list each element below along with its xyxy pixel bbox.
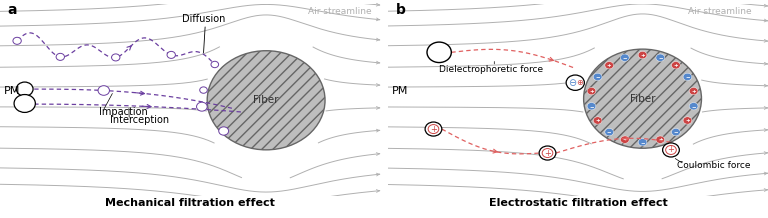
Circle shape <box>539 146 556 160</box>
Text: +: + <box>595 118 600 123</box>
Circle shape <box>656 136 664 143</box>
Circle shape <box>197 102 207 111</box>
Circle shape <box>56 53 65 60</box>
Text: +: + <box>667 145 674 155</box>
Circle shape <box>207 51 325 150</box>
Text: −: − <box>595 74 600 79</box>
Text: Air streamline: Air streamline <box>308 7 372 16</box>
Text: −: − <box>658 55 663 60</box>
Circle shape <box>656 54 664 61</box>
Text: −: − <box>674 129 678 135</box>
Text: Fiber: Fiber <box>630 94 655 104</box>
Circle shape <box>683 117 692 124</box>
Circle shape <box>689 87 698 95</box>
Text: PM: PM <box>4 86 20 96</box>
Text: Impaction: Impaction <box>99 107 147 117</box>
Circle shape <box>683 73 692 81</box>
Circle shape <box>425 122 442 136</box>
Circle shape <box>638 139 647 146</box>
Text: +: + <box>589 89 594 94</box>
Text: Coulombic force: Coulombic force <box>677 161 750 170</box>
Circle shape <box>219 127 229 135</box>
Circle shape <box>671 128 680 136</box>
Text: Diffusion: Diffusion <box>183 14 226 24</box>
Circle shape <box>593 117 602 124</box>
Circle shape <box>593 73 602 81</box>
Text: +: + <box>691 89 696 94</box>
Circle shape <box>663 143 680 157</box>
Text: −: − <box>607 129 611 135</box>
Text: Mechanical filtration effect: Mechanical filtration effect <box>105 198 275 208</box>
Circle shape <box>98 86 110 95</box>
Circle shape <box>200 87 207 93</box>
Text: Fiber: Fiber <box>253 95 279 105</box>
Text: +: + <box>544 148 551 158</box>
Circle shape <box>584 49 701 148</box>
Text: Air streamline: Air streamline <box>688 7 752 16</box>
Text: +: + <box>430 124 437 134</box>
Circle shape <box>605 128 614 136</box>
Circle shape <box>16 82 33 96</box>
Text: −: − <box>589 104 594 109</box>
Circle shape <box>167 51 175 58</box>
Text: ⊕: ⊕ <box>576 78 584 87</box>
Circle shape <box>13 37 22 44</box>
Circle shape <box>621 54 629 61</box>
Circle shape <box>566 75 584 90</box>
Circle shape <box>587 87 596 95</box>
Text: PM: PM <box>392 86 408 96</box>
Circle shape <box>605 62 614 69</box>
Text: −: − <box>691 104 696 109</box>
Circle shape <box>14 95 35 112</box>
Text: −: − <box>623 55 627 60</box>
Text: −: − <box>685 74 690 79</box>
Text: +: + <box>658 137 663 142</box>
Circle shape <box>111 54 120 61</box>
Text: +: + <box>674 63 678 68</box>
Text: +: + <box>607 63 611 68</box>
Text: b: b <box>396 3 406 17</box>
Circle shape <box>671 62 680 69</box>
Circle shape <box>638 51 647 59</box>
Text: Dielectrophoretic force: Dielectrophoretic force <box>439 65 543 73</box>
Text: Interception: Interception <box>111 115 170 125</box>
Text: +: + <box>685 118 690 123</box>
Circle shape <box>621 136 629 143</box>
Text: −: − <box>641 140 645 145</box>
Text: ⊖: ⊖ <box>568 78 577 88</box>
Circle shape <box>689 103 698 110</box>
Circle shape <box>587 103 596 110</box>
Circle shape <box>427 42 452 63</box>
Text: Electrostatic filtration effect: Electrostatic filtration effect <box>488 198 667 208</box>
Text: +: + <box>623 137 627 142</box>
Text: +: + <box>641 53 645 58</box>
Text: a: a <box>8 3 17 17</box>
Circle shape <box>211 61 219 68</box>
